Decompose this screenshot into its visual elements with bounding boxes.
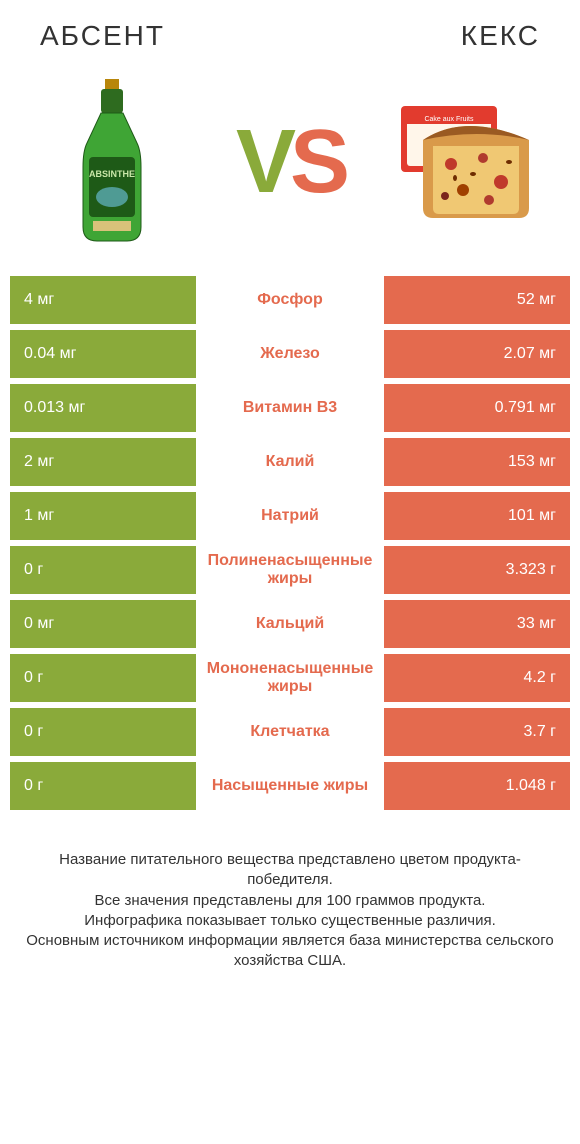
left-value-cell: 4 мг bbox=[10, 276, 196, 324]
fruitcake-image: Cake aux Fruits bbox=[388, 72, 548, 252]
right-value-cell: 3.323 г bbox=[384, 546, 570, 594]
comparison-table: 4 мгФосфор52 мг 0.04 мгЖелезо2.07 мг 0.013… bbox=[0, 276, 580, 810]
table-row: 4 мгФосфор52 мг bbox=[10, 276, 570, 324]
left-value-cell: 2 мг bbox=[10, 438, 196, 486]
right-value-cell: 1.048 г bbox=[384, 762, 570, 810]
nutrient-label: Мононенасыщенные жиры bbox=[196, 654, 384, 702]
vs-label: VS bbox=[236, 111, 344, 214]
svg-text:Cake aux Fruits: Cake aux Fruits bbox=[424, 116, 474, 123]
heading-row: АБСЕНТ КЕКС bbox=[0, 0, 580, 62]
right-product-title: КЕКС bbox=[461, 20, 540, 52]
left-value-cell: 0 г bbox=[10, 546, 196, 594]
right-value-cell: 4.2 г bbox=[384, 654, 570, 702]
left-value-cell: 0.013 мг bbox=[10, 384, 196, 432]
right-value-cell: 0.791 мг bbox=[384, 384, 570, 432]
nutrient-label: Клетчатка bbox=[196, 708, 384, 756]
right-value-cell: 153 мг bbox=[384, 438, 570, 486]
left-value-cell: 0 мг bbox=[10, 600, 196, 648]
table-row: 1 мгНатрий101 мг bbox=[10, 492, 570, 540]
right-value-cell: 33 мг bbox=[384, 600, 570, 648]
table-row: 2 мгКалий153 мг bbox=[10, 438, 570, 486]
right-value-cell: 52 мг bbox=[384, 276, 570, 324]
nutrient-label: Кальций bbox=[196, 600, 384, 648]
footer-line-2: Все значения представлены для 100 граммо… bbox=[24, 891, 556, 911]
nutrient-label: Калий bbox=[196, 438, 384, 486]
footer-line-1: Название питательного вещества представл… bbox=[24, 850, 556, 891]
left-product-title: АБСЕНТ bbox=[40, 20, 165, 52]
table-row: 0.04 мгЖелезо2.07 мг bbox=[10, 330, 570, 378]
table-row: 0.013 мгВитамин B30.791 мг bbox=[10, 384, 570, 432]
right-value-cell: 3.7 г bbox=[384, 708, 570, 756]
nutrient-label: Фосфор bbox=[196, 276, 384, 324]
table-row: 0 гМононенасыщенные жиры4.2 г bbox=[10, 654, 570, 702]
nutrient-label: Насыщенные жиры bbox=[196, 762, 384, 810]
left-value-cell: 0.04 мг bbox=[10, 330, 196, 378]
footer-line-4: Основным источником информации является … bbox=[24, 931, 556, 972]
table-row: 0 гНасыщенные жиры1.048 г bbox=[10, 762, 570, 810]
svg-text:ABSINTHE: ABSINTHE bbox=[89, 169, 135, 179]
footer-line-3: Инфографика показывает только существенн… bbox=[24, 911, 556, 931]
left-value-cell: 1 мг bbox=[10, 492, 196, 540]
left-value-cell: 0 г bbox=[10, 762, 196, 810]
absinthe-image: ABSINTHE bbox=[32, 72, 192, 252]
table-row: 0 гКлетчатка3.7 г bbox=[10, 708, 570, 756]
table-row: 0 мгКальций33 мг bbox=[10, 600, 570, 648]
right-value-cell: 101 мг bbox=[384, 492, 570, 540]
right-value-cell: 2.07 мг bbox=[384, 330, 570, 378]
left-value-cell: 0 г bbox=[10, 654, 196, 702]
nutrient-label: Полиненасыщенные жиры bbox=[196, 546, 384, 594]
vs-s: S bbox=[290, 112, 344, 212]
nutrient-label: Витамин B3 bbox=[196, 384, 384, 432]
nutrient-label: Натрий bbox=[196, 492, 384, 540]
vs-v: V bbox=[236, 112, 290, 212]
nutrient-label: Железо bbox=[196, 330, 384, 378]
footer-notes: Название питательного вещества представл… bbox=[0, 816, 580, 972]
hero-row: ABSINTHE VS Cake aux Fruits bbox=[0, 62, 580, 276]
left-value-cell: 0 г bbox=[10, 708, 196, 756]
table-row: 0 гПолиненасыщенные жиры3.323 г bbox=[10, 546, 570, 594]
